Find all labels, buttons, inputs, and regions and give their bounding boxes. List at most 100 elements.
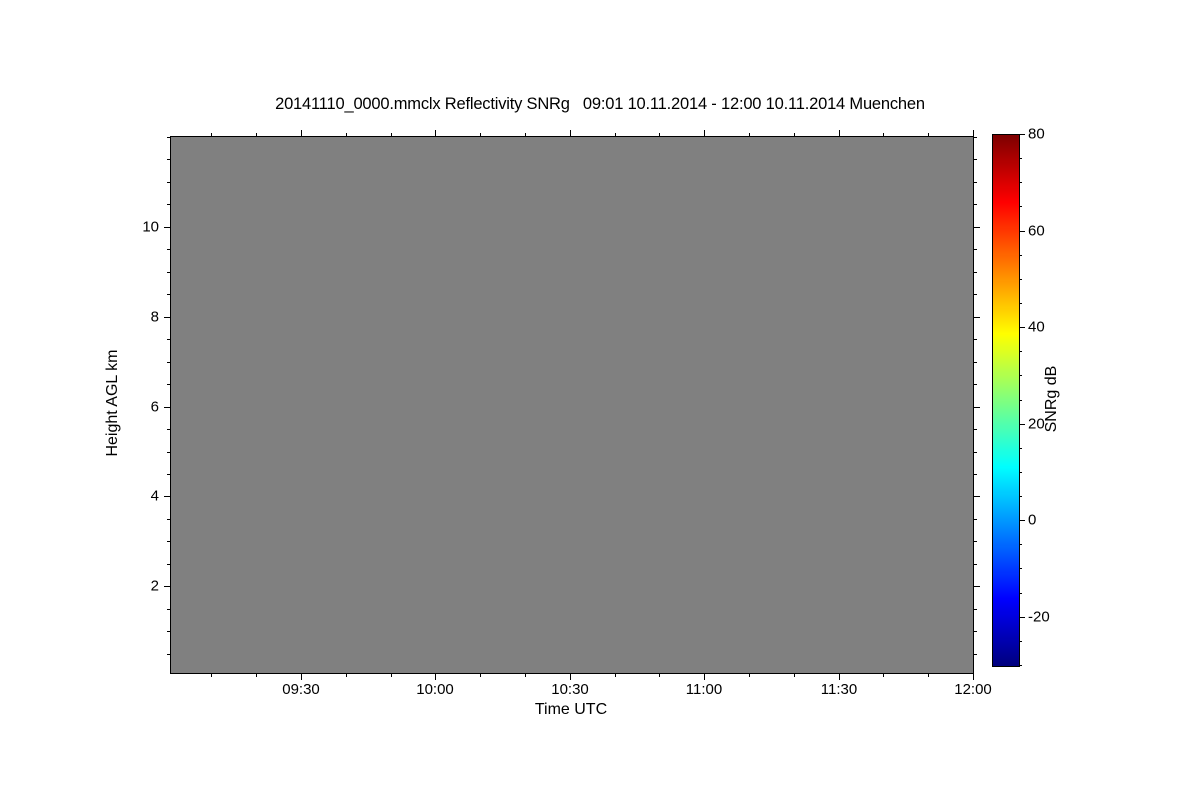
y-minor-tick — [167, 631, 171, 632]
x-axis-title: Time UTC — [534, 701, 608, 718]
y-major-tick — [164, 227, 171, 228]
y-minor-tick — [973, 272, 977, 273]
x-minor-tick — [525, 673, 526, 677]
y-major-tick — [973, 227, 980, 228]
colorbar-minor-tick — [1019, 206, 1022, 207]
y-minor-tick — [973, 541, 977, 542]
x-minor-tick — [883, 673, 884, 677]
x-minor-tick — [749, 133, 750, 137]
colorbar-minor-tick — [1019, 641, 1022, 642]
x-minor-tick — [346, 133, 347, 137]
x-major-tick — [435, 130, 436, 137]
colorbar-minor-tick — [1019, 351, 1022, 352]
x-minor-tick — [211, 673, 212, 677]
colorbar-minor-tick — [1019, 665, 1022, 666]
y-minor-tick — [973, 249, 977, 250]
colorbar-major-tick — [1019, 617, 1025, 618]
y-major-tick — [164, 586, 171, 587]
y-minor-tick — [973, 384, 977, 385]
x-major-tick — [435, 673, 436, 680]
x-minor-tick — [615, 133, 616, 137]
reflectivity-heatmap-canvas — [171, 137, 973, 673]
x-major-tick — [570, 130, 571, 137]
x-minor-tick — [659, 133, 660, 137]
y-major-tick — [973, 407, 980, 408]
y-minor-tick — [973, 339, 977, 340]
colorbar-minor-tick — [1019, 375, 1022, 376]
colorbar-minor-tick — [1019, 544, 1022, 545]
y-major-tick — [164, 407, 171, 408]
colorbar — [992, 134, 1020, 667]
y-minor-tick — [973, 429, 977, 430]
x-tick-label: 12:00 — [954, 681, 992, 698]
y-minor-tick — [167, 474, 171, 475]
x-tick-label: 10:30 — [551, 681, 589, 698]
x-major-tick — [973, 130, 974, 137]
y-minor-tick — [973, 609, 977, 610]
y-major-tick — [164, 317, 171, 318]
y-major-tick — [973, 496, 980, 497]
x-tick-label: 11:30 — [820, 681, 858, 698]
colorbar-tick-label: 40 — [1028, 318, 1045, 336]
colorbar-tick-label: 80 — [1028, 125, 1045, 143]
colorbar-gradient — [993, 135, 1019, 666]
x-tick-label: 09:30 — [282, 681, 320, 698]
colorbar-major-tick — [1019, 327, 1025, 328]
y-major-tick — [164, 496, 171, 497]
y-minor-tick — [167, 452, 171, 453]
x-major-tick — [301, 130, 302, 137]
page-title: 20141110_0000.mmclx Reflectivity SNRg 09… — [275, 95, 925, 113]
x-major-tick — [301, 673, 302, 680]
x-tick-label: 11:00 — [685, 681, 723, 698]
y-minor-tick — [973, 159, 977, 160]
x-minor-tick — [928, 133, 929, 137]
x-minor-tick — [794, 673, 795, 677]
colorbar-minor-tick — [1019, 255, 1022, 256]
y-minor-tick — [973, 294, 977, 295]
colorbar-major-tick — [1019, 134, 1025, 135]
x-minor-tick — [794, 133, 795, 137]
colorbar-minor-tick — [1019, 496, 1022, 497]
y-major-tick — [973, 586, 980, 587]
y-minor-tick — [167, 609, 171, 610]
x-minor-tick — [480, 673, 481, 677]
colorbar-tick-label: 20 — [1028, 415, 1045, 433]
x-minor-tick — [480, 133, 481, 137]
radar-plot-area — [170, 136, 974, 674]
y-minor-tick — [973, 452, 977, 453]
colorbar-minor-tick — [1019, 182, 1022, 183]
colorbar-minor-tick — [1019, 303, 1022, 304]
x-major-tick — [839, 130, 840, 137]
x-minor-tick — [346, 673, 347, 677]
x-major-tick — [973, 673, 974, 680]
x-minor-tick — [256, 673, 257, 677]
y-minor-tick — [167, 272, 171, 273]
y-minor-tick — [167, 294, 171, 295]
y-minor-tick — [973, 631, 977, 632]
x-minor-tick — [615, 673, 616, 677]
x-minor-tick — [883, 133, 884, 137]
y-minor-tick — [973, 564, 977, 565]
y-minor-tick — [167, 519, 171, 520]
y-minor-tick — [973, 182, 977, 183]
y-minor-tick — [167, 541, 171, 542]
y-tick-label: 4 — [150, 487, 159, 505]
y-minor-tick — [167, 159, 171, 160]
colorbar-title: SNRg dB — [1043, 365, 1060, 433]
x-minor-tick — [928, 673, 929, 677]
colorbar-tick-label: -20 — [1028, 608, 1050, 626]
y-minor-tick — [973, 654, 977, 655]
y-minor-tick — [167, 249, 171, 250]
colorbar-tick-label: 0 — [1028, 511, 1037, 529]
y-minor-tick — [167, 564, 171, 565]
x-tick-label: 10:00 — [416, 681, 454, 698]
colorbar-major-tick — [1019, 520, 1025, 521]
y-minor-tick — [973, 137, 977, 138]
y-tick-label: 10 — [142, 218, 159, 236]
x-minor-tick — [256, 133, 257, 137]
colorbar-tick-label: 60 — [1028, 222, 1045, 240]
y-minor-tick — [167, 362, 171, 363]
y-axis-title: Height AGL km — [104, 349, 121, 457]
y-minor-tick — [973, 474, 977, 475]
